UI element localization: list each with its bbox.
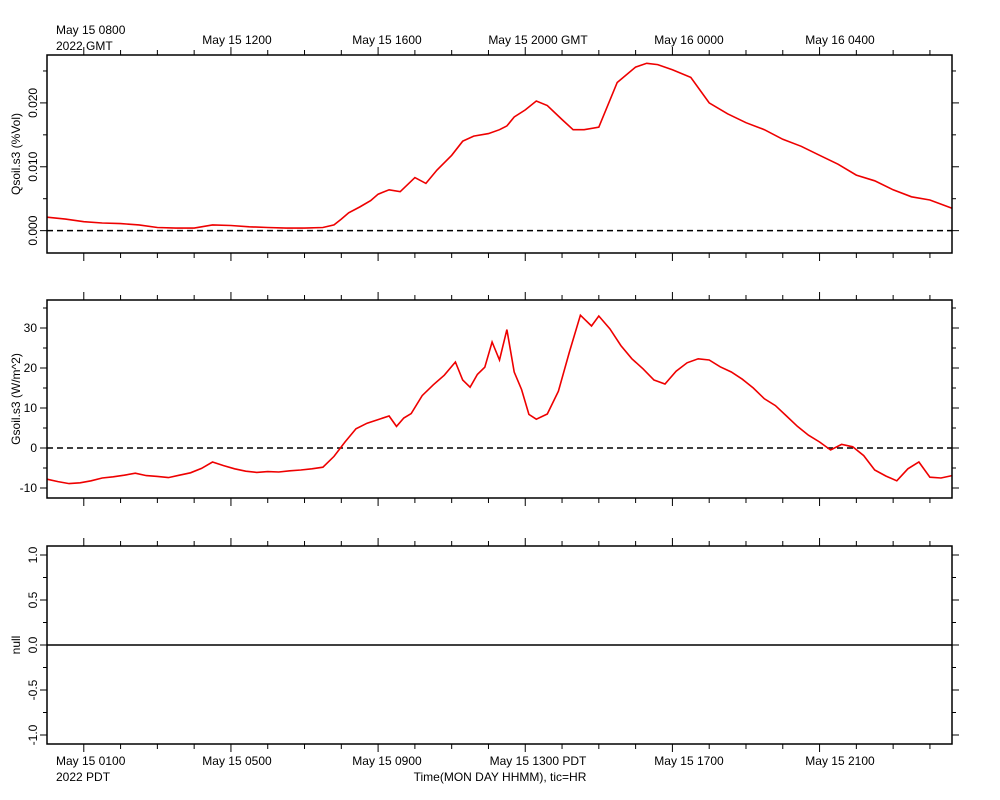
top-time-axis: May 15 0800 2022 GMT May 15 1200 May 15 …: [56, 23, 875, 53]
y-tick-label: -10: [20, 481, 38, 495]
bottom-axis-label: May 15 1700: [654, 754, 724, 768]
panel-qsoil-ticks: 0.000 0.010 0.020: [26, 47, 959, 261]
y-tick-label: 20: [24, 361, 38, 375]
bottom-time-axis: May 15 0100 2022 PDT May 15 0500 May 15 …: [56, 754, 875, 784]
top-axis-label: May 16 0400: [805, 33, 875, 47]
y-tick-label: -1.0: [26, 724, 40, 745]
y-tick-label: -0.5: [26, 679, 40, 700]
panel-gsoil-ylabel: Gsoil.s3 (W/m^2): [9, 353, 23, 445]
y-tick-label: 0.5: [26, 591, 40, 608]
top-axis-first-label-line1: May 15 0800: [56, 23, 126, 37]
top-axis-first-label-line2: 2022 GMT: [56, 39, 113, 53]
bottom-axis-label: May 15 0500: [202, 754, 272, 768]
panel-null-frame: [46, 545, 953, 745]
y-tick-label: 0.010: [26, 151, 40, 181]
y-tick-label: 30: [24, 321, 38, 335]
top-axis-label: May 16 0000: [654, 33, 724, 47]
panel-gsoil-frame: [46, 299, 953, 499]
y-tick-label: 10: [24, 401, 38, 415]
panel-null: -1.0 -0.5 0.0 0.5 1.0 null: [9, 538, 959, 752]
y-tick-label: 0.0: [26, 636, 40, 653]
panel-null-ticks: -1.0 -0.5 0.0 0.5 1.0: [26, 538, 959, 752]
qsoil-series-line: [46, 62, 953, 229]
gsoil-series-line: [46, 313, 953, 485]
bottom-axis-title: Time(MON DAY HHMM), tic=HR: [414, 770, 587, 784]
bottom-axis-label: May 15 0900: [352, 754, 422, 768]
bottom-axis-first-label-line2: 2022 PDT: [56, 770, 111, 784]
panel-qsoil-frame: [46, 54, 953, 254]
top-axis-label: May 15 1200: [202, 33, 272, 47]
y-tick-label: 0.000: [26, 215, 40, 245]
top-axis-label: May 15 2000 GMT: [488, 33, 588, 47]
bottom-axis-label: May 15 2100: [805, 754, 875, 768]
panel-null-ylabel: null: [9, 636, 23, 655]
panel-gsoil: -10 0 10 20 30 Gsoil.s3 (W/m^2): [9, 292, 959, 506]
panel-qsoil-ylabel: Qsoil.s3 (%Vol): [9, 113, 23, 195]
panel-gsoil-ticks: -10 0 10 20 30: [20, 292, 959, 506]
bottom-axis-first-label-line1: May 15 0100: [56, 754, 126, 768]
y-tick-label: 1.0: [26, 546, 40, 563]
panel-qsoil: 0.000 0.010 0.020 Qsoil.s3 (%Vol): [9, 47, 959, 261]
y-tick-label: 0.020: [26, 88, 40, 118]
bottom-axis-label: May 15 1300 PDT: [490, 754, 587, 768]
top-axis-label: May 15 1600: [352, 33, 422, 47]
y-tick-label: 0: [30, 441, 37, 455]
